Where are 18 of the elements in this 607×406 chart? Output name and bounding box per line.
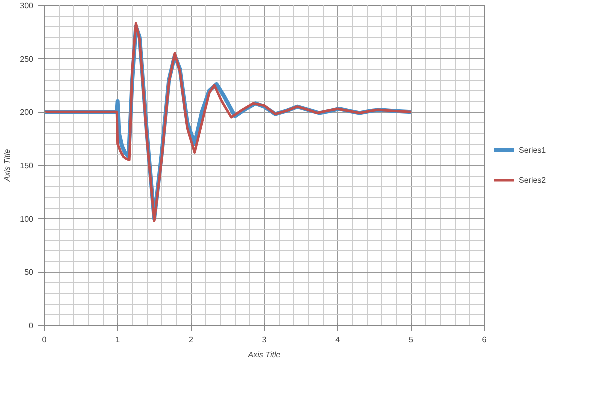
y-tick-label: 150	[20, 162, 34, 170]
legend-label: Series2	[519, 176, 546, 184]
x-tick-label: 4	[336, 336, 341, 344]
x-tick-label: 1	[116, 336, 121, 344]
y-tick-label: 0	[29, 322, 34, 330]
y-tick-label: 100	[20, 214, 34, 224]
y-tick-label: 300	[20, 2, 34, 10]
x-axis-title: Axis Title	[247, 350, 282, 360]
y-tick-label: 250	[20, 54, 34, 64]
x-tick-label: 0	[42, 336, 48, 344]
y-axis-title: Axis Title	[3, 148, 12, 183]
legend-label: Series1	[519, 146, 546, 154]
x-tick-label: 5	[408, 336, 414, 344]
x-tick-label: 2	[188, 336, 194, 344]
y-tick-label: 50	[24, 268, 34, 278]
x-tick-label: 3	[262, 336, 268, 344]
y-tick-label: 200	[20, 108, 34, 118]
x-tick-label: 6	[482, 336, 488, 344]
